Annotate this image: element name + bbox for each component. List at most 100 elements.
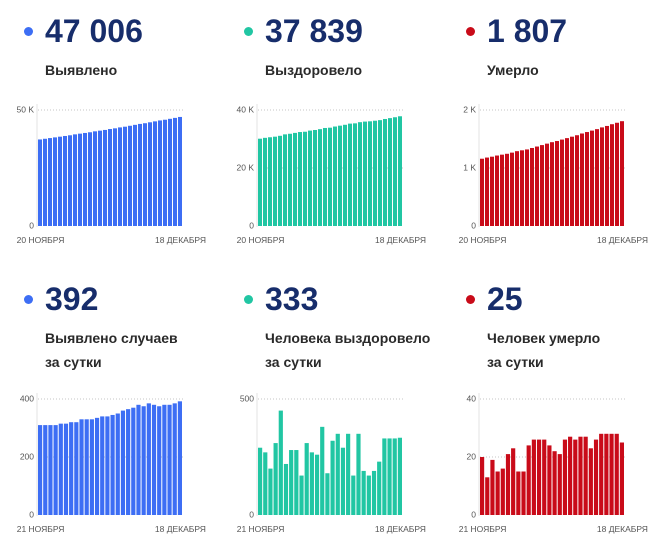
bar	[346, 433, 351, 515]
blue-dot-icon	[24, 27, 33, 36]
detected-daily-chart: 400 200 0 21 НОЯБРЯ 18 ДЕКАБРЯ	[17, 393, 206, 534]
red-dot-icon	[466, 295, 475, 304]
bar	[162, 404, 167, 515]
bar	[74, 422, 79, 515]
bar	[520, 150, 524, 226]
bar	[356, 433, 361, 515]
y-tick-label: 500	[240, 393, 254, 403]
bar	[94, 417, 100, 515]
y-tick-label: 0	[471, 220, 476, 230]
bar	[298, 132, 302, 226]
panel-recovered-daily: 333 Человека выздоровело за сутки 500 0 21…	[220, 268, 440, 536]
bar	[105, 416, 110, 515]
bar	[510, 152, 514, 226]
bar	[511, 448, 516, 515]
bar	[392, 438, 397, 515]
bar	[268, 468, 273, 515]
label-line: за сутки	[265, 354, 322, 370]
bar	[568, 436, 573, 515]
detected-total-chart: 50 K 0 20 НОЯБРЯ 18 ДЕКАБРЯ	[17, 104, 206, 245]
x-tick-label: 18 ДЕКАБРЯ	[597, 524, 648, 534]
x-tick-label: 18 ДЕКАБРЯ	[375, 235, 426, 245]
bar	[138, 123, 142, 226]
bar	[600, 127, 604, 226]
bar	[273, 443, 278, 515]
bar	[490, 156, 494, 226]
detected-total-value: 47 006	[45, 13, 143, 49]
bar	[323, 127, 327, 226]
recovered-total-value: 37 839	[265, 13, 363, 49]
bar	[89, 419, 94, 515]
bar	[73, 134, 77, 226]
label-line: Человек умерло	[487, 330, 601, 346]
bar	[560, 139, 564, 226]
bar	[361, 470, 366, 515]
bar	[278, 410, 283, 515]
bar	[371, 470, 377, 515]
y-tick-label: 400	[20, 393, 34, 403]
bar	[48, 425, 53, 515]
bar	[79, 419, 84, 515]
bar	[495, 471, 500, 515]
bar	[84, 419, 89, 515]
bar	[163, 119, 167, 226]
bar	[500, 154, 504, 226]
bar	[588, 448, 593, 515]
bar	[299, 475, 304, 515]
bar	[505, 454, 511, 515]
bar	[283, 463, 289, 515]
bar	[318, 129, 322, 226]
deaths-total-value: 1 807	[487, 13, 568, 49]
bar	[565, 138, 569, 226]
bar	[53, 137, 57, 226]
bar	[393, 117, 397, 226]
bar	[583, 436, 588, 515]
bar	[495, 155, 499, 226]
bar	[278, 135, 282, 226]
label-line: Выявлено случаев	[45, 330, 178, 346]
bar	[313, 130, 317, 226]
x-tick-label: 18 ДЕКАБРЯ	[597, 235, 648, 245]
deaths-daily-label: Человек умерло за сутки	[487, 326, 600, 374]
bar	[526, 445, 531, 515]
bar	[340, 447, 346, 515]
x-tick-label: 21 НОЯБРЯ	[17, 524, 65, 534]
bar	[273, 136, 277, 226]
y-tick-label: 20	[467, 451, 477, 461]
teal-dot-icon	[244, 295, 253, 304]
bar	[63, 135, 67, 226]
bar	[320, 426, 325, 515]
bar	[609, 433, 614, 515]
bar	[575, 135, 579, 226]
x-tick-label: 21 НОЯБРЯ	[459, 524, 507, 534]
label-line: Выявлено	[45, 62, 118, 78]
bar	[258, 447, 263, 515]
teal-dot-icon	[244, 27, 253, 36]
deaths-daily-value: 25	[487, 281, 523, 317]
bar	[120, 410, 126, 515]
deaths-total-chart: 2 K 1 K 0 20 НОЯБРЯ 18 ДЕКАБРЯ	[459, 104, 648, 245]
bar	[168, 118, 172, 226]
bar	[542, 439, 547, 515]
detected-daily-label: Выявлено случаев за сутки	[45, 326, 178, 374]
bar	[397, 437, 402, 515]
bar	[143, 123, 147, 226]
detected-daily-value: 392	[45, 281, 99, 317]
bar	[100, 416, 105, 515]
bar	[562, 439, 568, 515]
bar	[88, 132, 92, 226]
deaths-daily-chart: 40 20 0 21 НОЯБРЯ 18 ДЕКАБРЯ	[459, 393, 648, 534]
bar	[69, 422, 74, 515]
bar	[378, 120, 382, 226]
panel-detected-daily: 392 Выявлено случаев за сутки 400 200 0 21 …	[0, 268, 220, 536]
bar	[58, 423, 63, 515]
bar	[545, 143, 549, 226]
y-tick-label: 0	[29, 220, 34, 230]
bar	[368, 121, 372, 226]
recovered-total-label: Выздоровело	[265, 58, 362, 82]
bar	[599, 433, 604, 515]
bar	[363, 121, 367, 226]
x-tick-label: 20 НОЯБРЯ	[237, 235, 285, 245]
bar	[78, 133, 82, 226]
bar	[93, 131, 97, 226]
